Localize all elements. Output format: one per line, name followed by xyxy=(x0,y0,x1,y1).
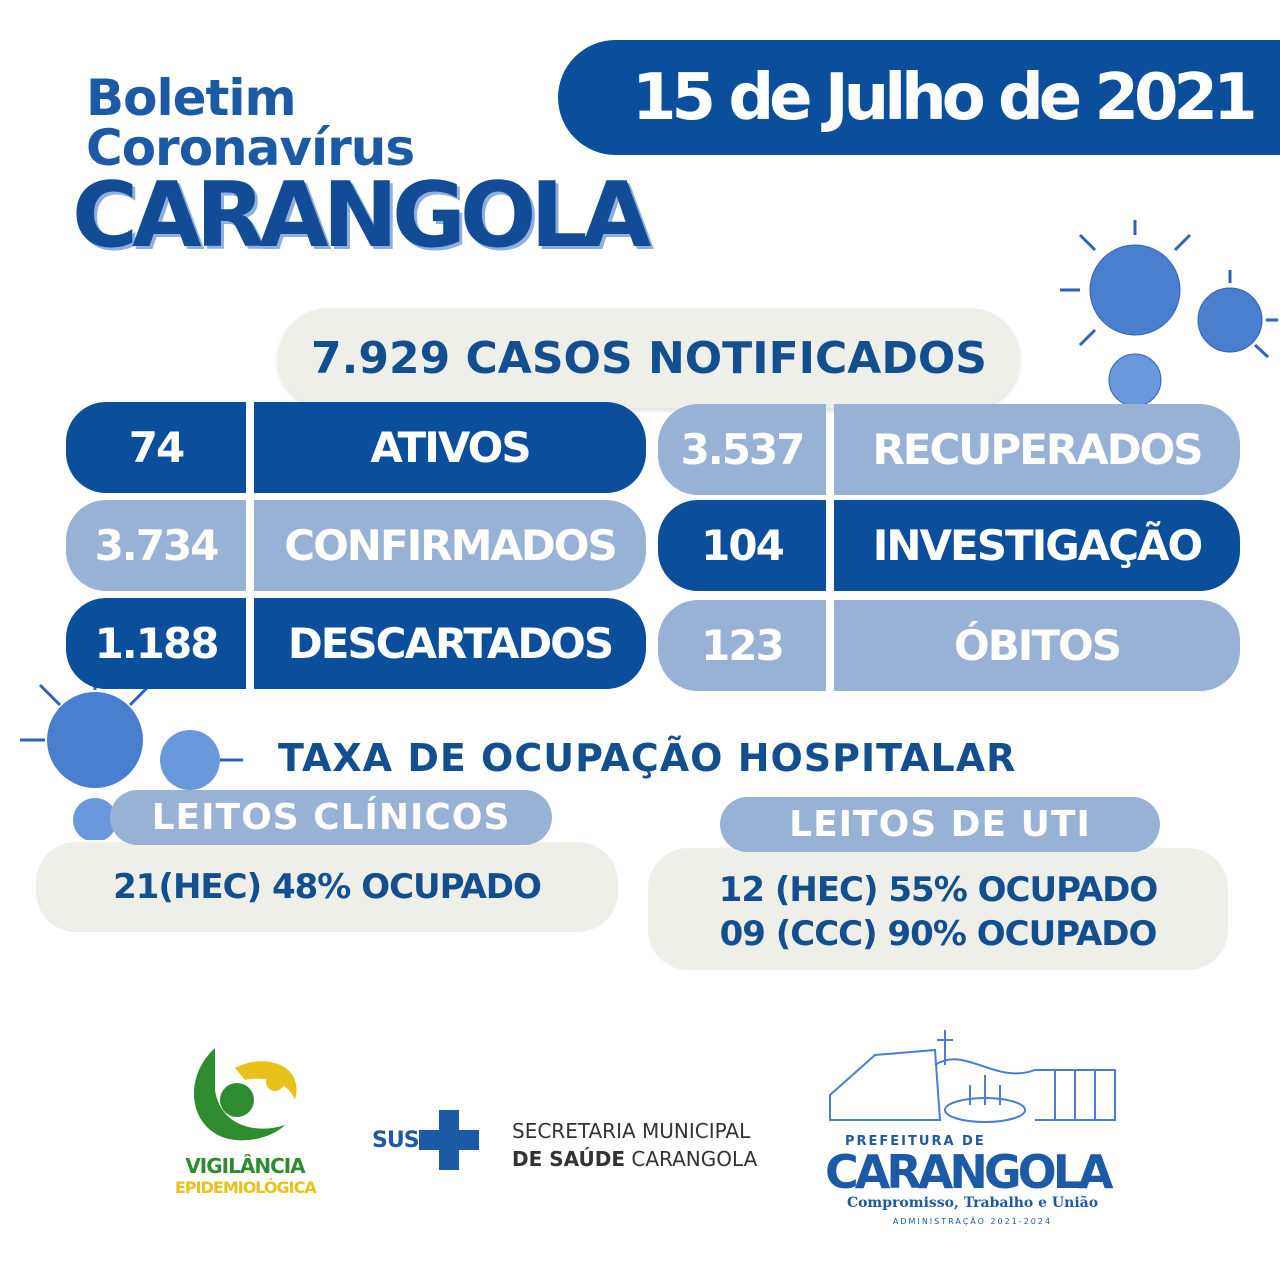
stat-label: ÓBITOS xyxy=(834,600,1240,691)
title-boletim: Boletim xyxy=(86,69,297,127)
uti-label: LEITOS DE UTI xyxy=(720,797,1160,852)
prefeitura-admin: ADMINISTRAÇÃO 2021-2024 xyxy=(892,1217,1053,1226)
stat-label: RECUPERADOS xyxy=(834,404,1240,495)
uti-line: 09 (CCC) 90% OCUPADO xyxy=(719,914,1158,954)
stat-investigacao: 104 INVESTIGAÇÃO xyxy=(658,500,1240,591)
sus-mark: SUS xyxy=(372,1127,420,1153)
sus-logo: SUS xyxy=(372,1110,479,1170)
city-buildings-icon xyxy=(829,1030,1116,1123)
stat-confirmados: 3.734 CONFIRMADOS xyxy=(66,500,646,591)
stat-value: 74 xyxy=(66,402,246,493)
title-city: CARANGOLA xyxy=(72,163,651,268)
stat-value: 1.188 xyxy=(66,598,246,689)
stat-label: ATIVOS xyxy=(254,402,646,493)
prefeitura-slogan: Compromisso, Trabalho e União xyxy=(846,1195,1099,1211)
ocupacao-title: TAXA DE OCUPAÇÃO HOSPITALAR xyxy=(278,736,1017,780)
secretaria-city: CARANGOLA xyxy=(631,1147,758,1171)
clinicos-box: 21(HEC) 48% OCUPADO xyxy=(36,842,618,932)
prefeitura-logo: PREFEITURA DE CARANGOLA Compromisso, Tra… xyxy=(825,1025,1120,1226)
virus-icon xyxy=(1060,220,1278,407)
title-coronavirus: Coronavírus xyxy=(86,119,415,177)
secretaria-text: SECRETARIA MUNICIPAL DE SAÚDE CARANGOLA xyxy=(512,1117,757,1173)
vigilancia-emblem-icon xyxy=(193,1048,297,1141)
prefeitura-pre: PREFEITURA DE xyxy=(845,1134,986,1149)
stat-value: 3.734 xyxy=(66,500,246,591)
date-text: 15 de Julho de 2021 xyxy=(632,60,1258,135)
epidemiologica-text: EPIDEMIOLÓGICA xyxy=(175,1178,317,1197)
stat-ativos: 74 ATIVOS xyxy=(66,402,646,493)
stat-descartados: 1.188 DESCARTADOS xyxy=(66,598,646,689)
uti-line: 12 (HEC) 55% OCUPADO xyxy=(718,870,1159,910)
casos-notificados: 7.929 CASOS NOTIFICADOS xyxy=(278,308,1020,408)
stat-value: 123 xyxy=(658,600,826,691)
stat-recuperados: 3.537 RECUPERADOS xyxy=(658,404,1240,495)
vigilancia-logo: VIGILÂNCIA EPIDEMIOLÓGICA xyxy=(175,1040,325,1200)
clinicos-label: LEITOS CLÍNICOS xyxy=(110,790,552,845)
secretaria-line1: SECRETARIA MUNICIPAL xyxy=(512,1119,751,1143)
sus-cross-icon xyxy=(418,1110,479,1170)
date-banner: 15 de Julho de 2021 xyxy=(558,40,1280,155)
stat-value: 3.537 xyxy=(658,404,826,495)
stat-label: CONFIRMADOS xyxy=(254,500,646,591)
stat-value: 104 xyxy=(658,500,826,591)
stat-label: DESCARTADOS xyxy=(254,598,646,689)
vigilancia-text: VIGILÂNCIA xyxy=(185,1154,305,1178)
uti-box: 12 (HEC) 55% OCUPADO 09 (CCC) 90% OCUPADO xyxy=(648,848,1228,970)
clinicos-line: 21(HEC) 48% OCUPADO xyxy=(113,867,542,907)
prefeitura-city: CARANGOLA xyxy=(825,1145,1114,1199)
stat-obitos: 123 ÓBITOS xyxy=(658,600,1240,691)
stat-label: INVESTIGAÇÃO xyxy=(834,500,1240,591)
secretaria-bold: DE SAÚDE xyxy=(512,1147,625,1171)
